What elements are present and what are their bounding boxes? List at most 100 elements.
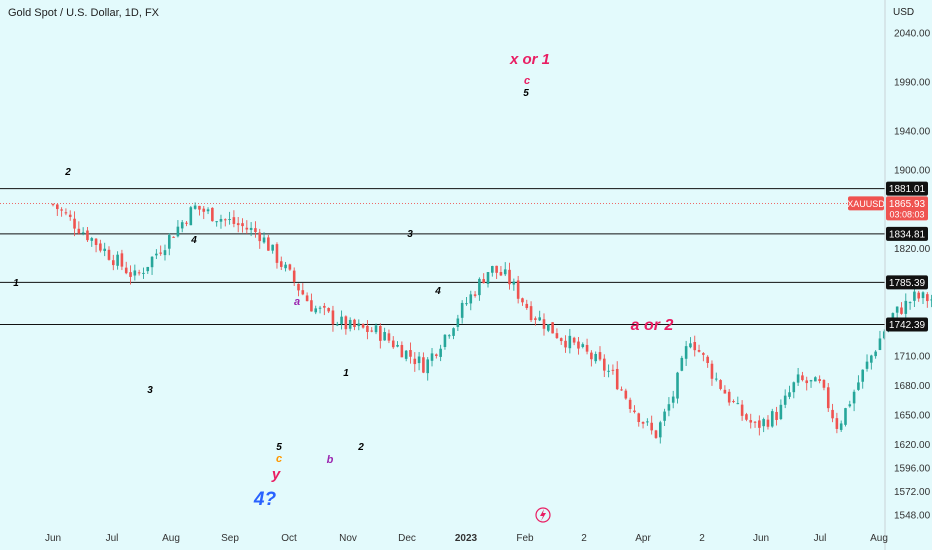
- candle-body: [788, 392, 791, 397]
- candle-body: [542, 319, 546, 329]
- candle-body: [387, 333, 391, 341]
- wave-label: 5: [276, 442, 282, 453]
- candle-body: [779, 404, 783, 420]
- candle-body: [167, 235, 171, 249]
- candle-body: [94, 238, 98, 245]
- candle-body: [521, 298, 524, 303]
- candle-body: [766, 419, 770, 427]
- candle-body: [891, 313, 895, 321]
- candle-body: [495, 265, 498, 273]
- candle-body: [831, 409, 834, 419]
- candle-body: [900, 307, 903, 314]
- candle-body: [516, 280, 520, 299]
- candle-body: [271, 244, 274, 251]
- candle-body: [344, 316, 348, 330]
- candle-body: [318, 307, 322, 309]
- level-badge-text: 1742.39: [889, 320, 926, 331]
- candle-body: [904, 300, 908, 314]
- candle-body: [615, 368, 619, 390]
- candle-body: [116, 254, 119, 266]
- y-tick-label: 1900.00: [894, 166, 931, 177]
- wave-label: 4?: [253, 489, 277, 510]
- y-tick-label: 1548.00: [894, 511, 931, 522]
- candle-body: [663, 411, 666, 421]
- candle-body: [56, 204, 59, 210]
- level-badge-text: 1785.39: [889, 278, 926, 289]
- candle-body: [391, 340, 395, 348]
- candle-body: [930, 299, 932, 301]
- currency-label: USD: [893, 7, 915, 18]
- candle-body: [267, 237, 270, 251]
- candle-body: [637, 413, 641, 423]
- candle-body: [258, 232, 262, 242]
- x-tick-label: Oct: [281, 533, 297, 544]
- candle-body: [51, 204, 55, 206]
- candle-body: [792, 382, 796, 393]
- candle-body: [559, 338, 563, 342]
- lightning-icon[interactable]: [535, 507, 551, 523]
- candle-body: [671, 396, 675, 403]
- candle-body: [895, 306, 899, 313]
- candle-body: [783, 395, 787, 405]
- candle-body: [852, 391, 856, 404]
- candle-body: [913, 291, 916, 301]
- candle-body: [86, 230, 89, 241]
- candle-body: [870, 355, 873, 363]
- candle-body: [714, 378, 718, 380]
- x-tick-label: Aug: [870, 533, 888, 544]
- candle-body: [310, 300, 313, 312]
- candle-body: [620, 389, 623, 391]
- symbol-badge: [848, 196, 884, 211]
- candle-body: [719, 380, 722, 389]
- wave-label: c: [276, 453, 282, 465]
- candle-body: [882, 331, 886, 339]
- candle-body: [215, 221, 218, 223]
- candle-body: [348, 319, 352, 329]
- level-badge: [886, 181, 928, 196]
- candle-body: [865, 361, 869, 369]
- wave-label: 3: [147, 385, 153, 396]
- y-tick-label: 1710.00: [894, 352, 931, 363]
- candle-body: [379, 325, 382, 341]
- candle-body: [572, 337, 576, 343]
- candle-body: [555, 333, 559, 339]
- candle-body: [835, 418, 839, 429]
- candle-body: [908, 302, 912, 304]
- candle-body: [452, 328, 455, 336]
- candle-body: [111, 260, 115, 266]
- candle-body: [684, 346, 688, 359]
- candle-body: [374, 325, 378, 333]
- candle-body: [503, 269, 507, 275]
- candle-body: [426, 359, 430, 374]
- candle-body: [185, 222, 188, 224]
- candle-body: [189, 207, 193, 226]
- y-tick-label: 1820.00: [894, 244, 931, 255]
- current-price-badge: [886, 196, 928, 221]
- candle-body: [486, 272, 490, 284]
- candle-body: [417, 356, 421, 364]
- x-tick-label: Jun: [45, 533, 61, 544]
- wave-label: 4: [434, 286, 441, 297]
- candle-body: [305, 295, 309, 302]
- candle-body: [676, 372, 679, 399]
- candle-body: [301, 290, 305, 295]
- candle-body: [529, 306, 533, 321]
- symbol-badge-text: XAUUSD: [847, 199, 885, 209]
- candle-body: [611, 369, 615, 371]
- candle-body: [120, 253, 124, 267]
- candle-body: [628, 399, 632, 409]
- candle-body: [370, 330, 374, 332]
- candle-body: [64, 212, 68, 214]
- candle-body: [680, 357, 684, 371]
- candle-body: [839, 423, 843, 430]
- candle-body: [775, 411, 778, 420]
- candle-body: [801, 375, 804, 381]
- candle-body: [753, 421, 757, 423]
- candle-body: [193, 205, 197, 209]
- candle-body: [297, 283, 300, 291]
- y-tick-label: 1572.00: [894, 487, 931, 498]
- candle-body: [848, 404, 852, 407]
- candle-body: [641, 421, 645, 424]
